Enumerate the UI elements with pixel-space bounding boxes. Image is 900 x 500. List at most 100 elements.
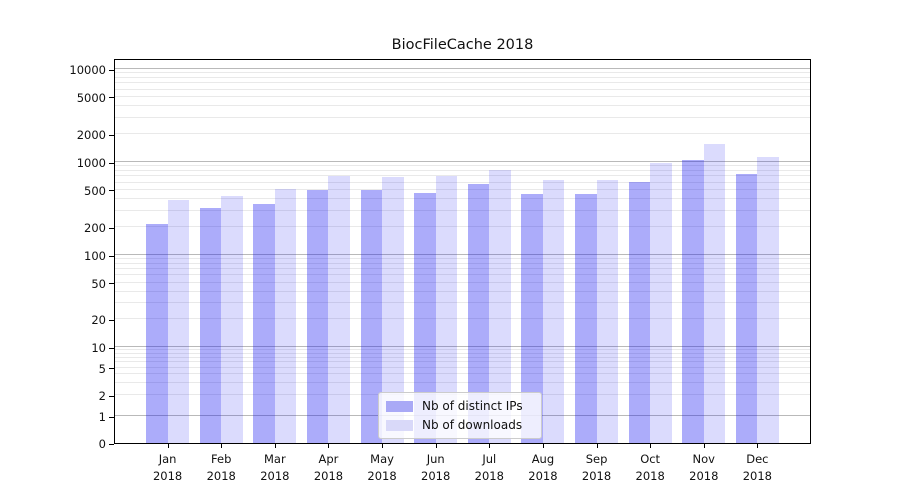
x-tick-mark xyxy=(328,444,330,448)
legend: Nb of distinct IPs Nb of downloads xyxy=(378,392,542,439)
x-tick-label: Dec 2018 xyxy=(742,452,773,483)
y-tick-label: 20 xyxy=(91,313,106,328)
minor-gridline xyxy=(115,189,810,190)
minor-gridline xyxy=(115,290,810,292)
bar-distinct-ips-may xyxy=(360,189,383,443)
bar-downloads-jan xyxy=(167,200,190,443)
y-tick-label: 500 xyxy=(84,183,106,198)
minor-gridline xyxy=(115,373,810,375)
minor-gridline xyxy=(115,382,810,384)
minor-gridline xyxy=(115,175,810,177)
legend-label-downloads: Nb of downloads xyxy=(422,418,523,432)
y-tick-mark xyxy=(109,69,114,71)
bar-downloads-jul xyxy=(489,170,511,443)
y-tick-label: 1000 xyxy=(76,156,106,170)
x-tick-label: Mar 2018 xyxy=(260,452,290,483)
x-tick-mark xyxy=(382,444,384,448)
bar-downloads-mar xyxy=(274,189,297,443)
x-tick-mark xyxy=(650,444,652,448)
minor-gridline xyxy=(115,105,810,107)
x-tick-mark xyxy=(489,444,491,448)
y-tick-label: 5 xyxy=(98,361,106,376)
x-tick-mark xyxy=(542,444,544,448)
y-tick-mark xyxy=(109,347,114,349)
bar-distinct-ips-jun xyxy=(414,192,436,443)
bar-distinct-ips-apr xyxy=(306,189,329,443)
bar-downloads-feb xyxy=(221,196,243,443)
bar-distinct-ips-jan xyxy=(146,224,168,443)
y-tick-mark xyxy=(109,395,114,397)
minor-gridline xyxy=(115,258,810,260)
minor-gridline xyxy=(115,133,810,135)
legend-swatch-downloads xyxy=(386,419,413,431)
y-tick-label: 2000 xyxy=(76,128,106,142)
major-gridline xyxy=(115,346,810,347)
minor-gridline xyxy=(115,262,810,264)
minor-gridline xyxy=(115,72,810,74)
x-tick-label: Sep 2018 xyxy=(581,452,612,483)
bar-downloads-sep xyxy=(596,179,619,443)
x-tick-label: Feb 2018 xyxy=(206,452,236,483)
major-gridline xyxy=(115,161,810,162)
minor-gridline xyxy=(115,165,810,167)
x-tick-label: Oct 2018 xyxy=(635,452,665,483)
minor-gridline xyxy=(115,82,810,84)
major-gridline xyxy=(115,254,810,255)
x-tick-mark xyxy=(703,444,705,448)
bar-downloads-apr xyxy=(328,175,350,443)
bar-distinct-ips-nov xyxy=(682,159,704,443)
bar-distinct-ips-mar xyxy=(253,204,275,443)
bar-downloads-aug xyxy=(542,179,565,443)
y-tick-label: 50 xyxy=(91,276,106,291)
minor-gridline xyxy=(115,302,810,304)
minor-gridline xyxy=(115,349,810,351)
legend-label-distinct-ips: Nb of distinct IPs xyxy=(422,399,523,413)
minor-gridline xyxy=(115,281,810,283)
plot-area xyxy=(114,59,811,444)
legend-swatch-distinct-ips xyxy=(386,400,413,412)
y-tick-label: 5000 xyxy=(76,90,106,105)
bar-distinct-ips-aug xyxy=(521,193,543,443)
y-tick-mark xyxy=(109,134,114,136)
minor-gridline xyxy=(115,170,810,172)
bar-downloads-nov xyxy=(703,143,726,443)
minor-gridline xyxy=(115,268,810,270)
minor-gridline xyxy=(115,77,810,79)
bar-downloads-may xyxy=(382,177,404,443)
minor-gridline xyxy=(115,356,810,358)
x-tick-label: Jun 2018 xyxy=(421,452,451,483)
bar-distinct-ips-feb xyxy=(199,208,222,443)
chart-title: BiocFileCache 2018 xyxy=(391,37,534,53)
y-tick-mark xyxy=(109,227,114,229)
bar-downloads-jun xyxy=(435,175,458,443)
minor-gridline xyxy=(115,88,810,90)
minor-gridline xyxy=(115,96,810,97)
minor-gridline xyxy=(115,181,810,183)
minor-gridline xyxy=(115,352,810,354)
bar-distinct-ips-sep xyxy=(575,193,597,443)
legend-item-downloads: Nb of downloads xyxy=(386,418,533,432)
x-tick-mark xyxy=(274,444,276,448)
minor-gridline xyxy=(115,209,810,211)
x-tick-label: May 2018 xyxy=(367,452,397,483)
y-tick-label: 1 xyxy=(98,410,106,424)
y-tick-mark xyxy=(109,319,114,321)
minor-gridline xyxy=(115,318,810,320)
y-tick-mark xyxy=(109,162,114,164)
y-tick-mark xyxy=(109,190,114,192)
y-tick-label: 200 xyxy=(84,221,106,235)
x-tick-label: Jul 2018 xyxy=(474,452,504,483)
y-tick-mark xyxy=(109,443,114,445)
major-gridline xyxy=(115,68,810,69)
y-tick-label: 10000 xyxy=(69,63,106,77)
x-tick-label: Nov 2018 xyxy=(689,452,719,483)
y-tick-label: 0 xyxy=(98,437,106,451)
bar-downloads-dec xyxy=(757,157,779,443)
y-tick-mark xyxy=(109,283,114,285)
y-tick-label: 2 xyxy=(98,389,106,404)
y-tick-mark xyxy=(109,416,114,418)
x-tick-mark xyxy=(221,444,223,448)
minor-gridline xyxy=(115,274,810,276)
y-tick-label: 100 xyxy=(84,249,106,263)
